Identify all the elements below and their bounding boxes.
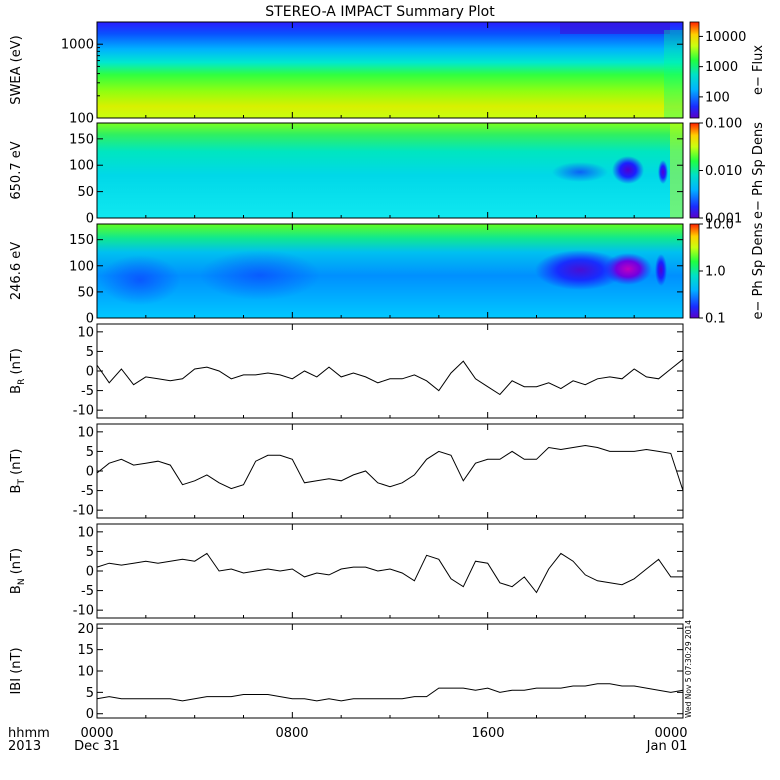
panel-3-series-line: [96, 358, 684, 396]
creation-stamp: Wed Nov 5 07:30:29 2014: [684, 620, 693, 718]
x-date-label-1: Jan 01: [646, 739, 688, 754]
x-date-label-0: Dec 31: [74, 739, 120, 754]
panel-4-frame: [96, 423, 684, 519]
panel-6-ytick-label-3: 5: [86, 686, 94, 701]
x-tick-label-2: 1600: [471, 726, 504, 741]
panel-2-ytick-label-3: 0: [86, 312, 94, 327]
colorbar-2-tick-label-1: 1.0: [705, 265, 726, 280]
panel-4-ytick-label-0: 10: [77, 425, 94, 440]
panel-3-ytick-label-2: 0: [86, 365, 94, 380]
panel-4-series-line: [96, 444, 684, 491]
colorbar-0-tick-label-1: 1000: [705, 60, 738, 75]
panel-1-ytick-label-2: 50: [77, 185, 94, 200]
650-depletion-2: [612, 156, 644, 184]
panel-6-frame: [96, 623, 684, 719]
x-corner-bottom-label: 2013: [8, 739, 41, 754]
panel-6-ytick-label-2: 10: [77, 665, 94, 680]
colorbar-1-tick-label-1: 0.010: [705, 164, 742, 179]
panel-5-ylabel: BN (nT): [9, 548, 27, 594]
panel-1-ytick-label-3: 0: [86, 212, 94, 227]
x-tick-label-3: 0000: [654, 726, 687, 741]
panel-0-ylabel: SWEA (eV): [9, 35, 24, 104]
panel-5-ytick-label-3: -5: [81, 584, 94, 599]
colorbar-2-title: e− Ph Sp Dens: [751, 222, 766, 319]
panel-2-ytick-label-0: 150: [69, 233, 94, 248]
246-depletion-2: [200, 250, 320, 300]
colorbar-1-tick-label-2: 0.001: [705, 212, 742, 227]
colorbar-0-title: e− Flux: [751, 45, 766, 95]
panel-3-ytick-label-3: -5: [81, 384, 94, 399]
panel-0-ytick-label-0: 1000: [61, 38, 94, 53]
panel-3-ytick-label-0: 10: [77, 325, 94, 340]
panel-6-ytick-label-1: 15: [77, 643, 94, 658]
panel-650: [97, 123, 683, 218]
plot-title: STEREO-A IMPACT Summary Plot: [265, 4, 495, 20]
panel-3-ytick-label-1: 5: [86, 345, 94, 360]
panel-4-ytick-label-3: -5: [81, 484, 94, 499]
panel-2-ylabel: 246.6 eV: [9, 242, 24, 300]
panel-6-ytick-label-0: 20: [77, 622, 94, 637]
panel-5-series-line: [96, 552, 683, 594]
colorbar-2-tick-label-0: 10.0: [705, 218, 734, 233]
panel-5-ytick-label-0: 10: [77, 525, 94, 540]
panel-2-ytick-label-1: 100: [69, 259, 94, 274]
colorbar-1-tick-label-0: 0.100: [705, 117, 742, 132]
650-depletion-1: [552, 162, 608, 182]
panel-1-ytick-label-1: 100: [69, 159, 94, 174]
swea-top-band: [560, 22, 670, 34]
650-end-edge: [670, 123, 683, 218]
246-depletion-5: [655, 254, 667, 286]
panel-2-ytick-label-2: 50: [77, 285, 94, 300]
panel-1-ylabel: 650.7 eV: [9, 141, 24, 199]
colorbar-0-tick-label-0: 10000: [705, 30, 746, 45]
panel-4-ytick-label-1: 5: [86, 445, 94, 460]
panel-5-ytick-label-2: 0: [86, 565, 94, 580]
panel-1-ytick-label-0: 150: [69, 132, 94, 147]
colorbar-1-title: e− Ph Sp Dens: [751, 122, 766, 219]
650-depletion-3: [658, 160, 668, 184]
panel-5-frame: [96, 523, 684, 619]
panel-4-ytick-label-2: 0: [86, 465, 94, 480]
colorbar-0-tick-label-2: 100: [705, 90, 730, 105]
swea-end-edge: [664, 30, 683, 118]
246-depletion-1: [100, 255, 180, 305]
x-tick-label-1: 0800: [275, 726, 308, 741]
colorbar-2-tick-label-2: 0.1: [705, 312, 726, 327]
panel-6-series-line: [96, 683, 684, 702]
panel-swea: [97, 22, 683, 118]
246-depletion-4: [604, 253, 652, 285]
panel-3-ylabel: BR (nT): [9, 348, 27, 394]
colorbar-swea: [689, 21, 700, 119]
panel-4-ylabel: BT (nT): [9, 449, 27, 494]
panel-6-ylabel: IBI (nT): [9, 647, 24, 694]
panel-6-ytick-label-4: 0: [86, 707, 94, 722]
colorbar-246: [689, 223, 700, 319]
panel-5-ytick-label-1: 5: [86, 545, 94, 560]
panel-246: [97, 224, 683, 318]
x-corner-top-label: hhmm: [8, 726, 50, 741]
swea-spectrogram: [97, 22, 683, 118]
x-tick-label-0: 0000: [80, 726, 113, 741]
panel-0-ytick-label-1: 100: [69, 112, 94, 127]
246-depletion-3: [535, 250, 625, 290]
panel-5-ytick-label-4: -10: [73, 604, 94, 619]
panel-3-ytick-label-4: -10: [73, 404, 94, 419]
panel-4-ytick-label-4: -10: [73, 504, 94, 519]
colorbar-650: [689, 122, 700, 219]
panel-3-frame: [96, 323, 684, 419]
